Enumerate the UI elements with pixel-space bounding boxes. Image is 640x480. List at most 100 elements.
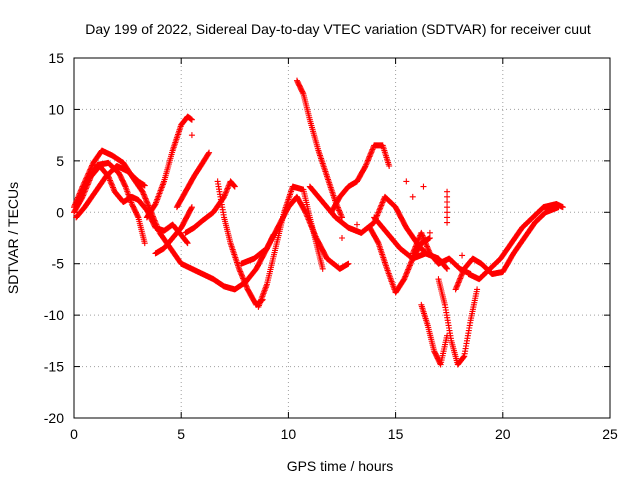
data-point: [110, 185, 117, 192]
data-point: [368, 147, 375, 154]
data-point: [106, 176, 113, 183]
data-point: [377, 203, 384, 210]
data-point: [363, 160, 370, 167]
data-point: [183, 239, 190, 246]
data-point: [444, 199, 451, 205]
data-point: [82, 187, 89, 193]
data-point: [459, 252, 466, 259]
x-axis-label: GPS time / hours: [287, 458, 394, 474]
data-point: [559, 204, 566, 211]
data-point: [374, 239, 381, 246]
data-point: [367, 150, 374, 157]
data-point: [299, 89, 306, 96]
data-point: [240, 276, 247, 283]
data-point: [444, 219, 451, 226]
data-point: [457, 275, 464, 282]
data-point: [206, 149, 213, 156]
data-point: [424, 244, 431, 251]
data-point: [444, 193, 451, 200]
data-point: [453, 283, 460, 290]
data-point: [105, 174, 112, 181]
chart-title: Day 199 of 2022, Sidereal Day-to-day VTE…: [85, 21, 591, 37]
data-point: [414, 239, 421, 246]
data-point: [423, 242, 430, 249]
x-tick-label: 10: [281, 426, 297, 442]
data-point: [412, 244, 419, 251]
data-point: [375, 208, 382, 215]
data-point: [421, 238, 428, 245]
data-point: [105, 173, 112, 180]
data-point: [224, 185, 231, 192]
data-point: [140, 190, 147, 197]
data-point: [238, 272, 245, 279]
data-point: [86, 177, 93, 184]
data-point: [444, 214, 451, 221]
y-tick-label: -5: [52, 256, 65, 272]
x-tick-label: 20: [495, 426, 511, 442]
data-point: [444, 188, 451, 195]
data-point: [454, 282, 461, 289]
y-tick-label: -15: [44, 359, 64, 375]
data-point: [302, 209, 309, 216]
y-axis-label: SDTVAR / TECUs: [5, 182, 21, 294]
data-point: [402, 273, 409, 280]
data-point: [408, 259, 415, 266]
data-point: [424, 243, 431, 250]
data-point: [456, 278, 463, 285]
data-point: [143, 198, 150, 205]
data-point: [337, 210, 344, 217]
data-point: [224, 186, 231, 193]
data-point: [458, 272, 465, 279]
x-tick-label: 15: [388, 426, 404, 442]
data-point: [379, 199, 386, 206]
data-point: [366, 153, 373, 160]
data-point: [406, 262, 413, 269]
data-point: [238, 271, 245, 278]
data-point: [145, 202, 152, 209]
data-point: [368, 149, 375, 156]
data-point: [425, 246, 432, 253]
data-point: [420, 235, 427, 242]
data-point: [478, 274, 485, 281]
data-point: [108, 181, 115, 188]
x-tick-label: 0: [70, 426, 78, 442]
data-point: [142, 195, 149, 202]
data-point: [380, 198, 387, 205]
data-point: [378, 202, 385, 209]
data-point: [205, 150, 212, 157]
data-point: [418, 229, 425, 236]
data-point: [409, 193, 416, 200]
data-point: [339, 235, 345, 241]
plot-frame: [73, 57, 611, 419]
data-point: [84, 182, 91, 189]
data-point: [452, 286, 459, 293]
data-point: [363, 161, 370, 168]
y-tick-label: 5: [56, 153, 64, 169]
data-point: [419, 232, 426, 239]
data-point: [403, 178, 410, 185]
data-point: [239, 274, 246, 281]
data-point: [83, 184, 90, 191]
data-point: [412, 243, 419, 250]
data-point: [454, 280, 461, 287]
data-point: [402, 272, 409, 279]
data-point: [406, 263, 413, 270]
data-point: [81, 189, 88, 196]
data-point: [474, 286, 481, 293]
data-point: [335, 206, 342, 213]
data-point: [140, 191, 147, 198]
data-point: [338, 213, 345, 220]
data-point: [401, 274, 408, 281]
y-tick-label: 0: [56, 204, 64, 220]
data-point: [240, 275, 247, 282]
data-point: [107, 178, 114, 185]
data-point: [377, 205, 384, 212]
data-point: [221, 192, 228, 199]
data-point: [365, 156, 372, 163]
data-point: [426, 235, 433, 241]
data-point: [236, 267, 243, 274]
data-point: [109, 184, 116, 191]
data-point: [364, 157, 371, 164]
data-point: [336, 208, 343, 215]
